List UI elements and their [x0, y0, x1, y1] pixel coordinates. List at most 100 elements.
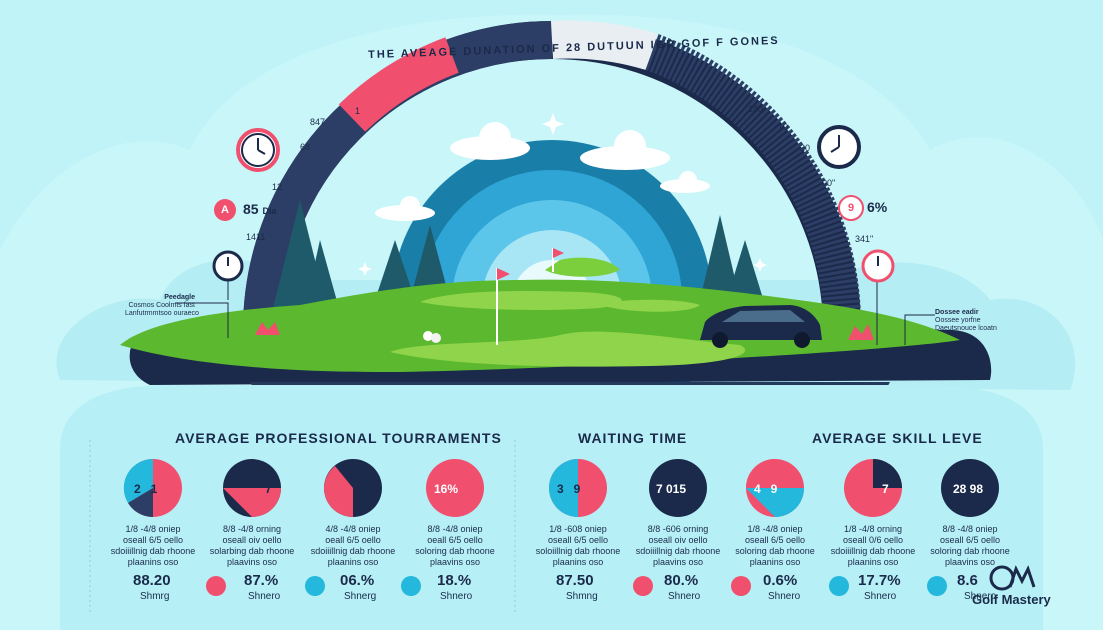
callout-title: Dossee eadir — [935, 309, 979, 316]
description-line: oseall 6/5 oello — [547, 535, 609, 545]
pie-description: 1/8 -4/8 oniep oseall 6/5 oello sdoiiillni… — [108, 524, 198, 568]
section-title: AVERAGE SKILL LEVE — [812, 430, 983, 446]
description-line: oseall 6/5 oello — [939, 535, 1001, 545]
pink-dot-icon — [206, 576, 226, 596]
arc-number: 1411 — [246, 232, 266, 242]
description-line: plaavins oso — [429, 557, 481, 567]
callout-right: Dossee eadir Oossee yorfne Daeutsnouce l… — [935, 309, 997, 333]
description-line: soloring dab rhoone — [930, 546, 1010, 556]
golf-mastery-logo-icon — [989, 565, 1036, 591]
description-line: oeall 6/5 oello — [427, 535, 483, 545]
pie-chart — [649, 459, 707, 517]
pie-chart — [746, 459, 804, 517]
description-line: 8/8 -606 orning — [647, 524, 709, 534]
stat-label: Shnero — [864, 591, 897, 602]
description-line: plaanins oso — [127, 557, 179, 567]
pie-chart — [549, 459, 607, 517]
badge-number: 9 — [847, 202, 855, 214]
description-line: oseall oiv oello — [222, 535, 282, 545]
pie-label: 7 — [265, 482, 272, 496]
stat-value: 87.% — [244, 572, 279, 589]
badge-left-value: 85 Dia — [243, 201, 276, 217]
pie-chart — [426, 459, 484, 517]
description-line: 8/8 -4/8 oniep — [427, 524, 483, 534]
pink-dot-icon — [731, 576, 751, 596]
stat-label: Shnero — [964, 591, 997, 602]
stat-label: Shnero — [668, 591, 701, 602]
pie-chart — [324, 459, 382, 517]
arc-number: 20 — [800, 143, 811, 153]
stat-label: Shmng — [566, 591, 598, 602]
badge-left: A — [214, 199, 236, 221]
description-line: plaanins oso — [327, 557, 379, 567]
badge-right-value: 6% — [867, 199, 888, 215]
description-line: 1/8 -4/8 oniep — [747, 524, 803, 534]
description-line: 4/8 -4/8 oniep — [325, 524, 381, 534]
clock-icon — [236, 128, 280, 172]
pie-description: 1/8 -4/8 orning oseall 0/6 oello sdoiiilln… — [828, 524, 918, 568]
arc-number: 1 — [355, 106, 361, 116]
description-line: soloiillnig dab rhoone — [535, 546, 621, 556]
pie-label: 2 1 — [134, 482, 158, 496]
brand-name: Golf Mastery — [972, 592, 1051, 607]
description-line: 8/8 -4/8 orning — [222, 524, 282, 534]
pie-chart — [941, 459, 999, 517]
arc-number: 12 — [272, 182, 283, 192]
pie-description: 8/8 -606 orning oseall oiv oello sdoiiilln… — [633, 524, 723, 568]
description-line: sdoiiillnig dab rhoone — [110, 546, 196, 556]
stat-value: 80.% — [664, 572, 699, 589]
description-line: 8/8 -4/8 oniep — [942, 524, 998, 534]
stat-value: 17.7% — [858, 572, 901, 589]
arc-number: 140 — [748, 104, 764, 114]
stat-value: 8.6 — [957, 572, 978, 589]
description-line: plaavins oso — [944, 557, 996, 567]
description-line: 1/8 -4/8 oniep — [125, 524, 181, 534]
stat-value: 18.% — [437, 572, 472, 589]
description-line: 1/8 -608 oniep — [549, 524, 607, 534]
badge-value: 85 — [243, 201, 259, 217]
pie-description: 1/8 -4/8 oniep oseall 6/5 oello soloring d… — [730, 524, 820, 568]
callout-line: Daeutsnouce lcoatn — [935, 325, 997, 332]
clock-icon — [817, 125, 861, 169]
arc-number: 10 — [778, 122, 789, 132]
pie-description: 8/8 -4/8 oniep oeall 6/5 oello soloring da… — [410, 524, 500, 568]
stat-label: Shnero — [440, 591, 473, 602]
pie-label: 16% — [434, 482, 459, 496]
stat-value: 06.% — [340, 572, 375, 589]
section-title: WAITING TIME — [578, 430, 688, 446]
callout-line: Lanfutrmmtsoo ouraeco — [125, 310, 199, 317]
pie-chart — [223, 459, 281, 517]
callout-title: Peedagle — [164, 294, 195, 301]
clock-icon — [212, 250, 244, 282]
pie-label: 3 9 — [557, 482, 581, 496]
description-line: plaanins oso — [847, 557, 899, 567]
arc-number: 68 — [300, 142, 311, 152]
stat-label: Shmrg — [140, 591, 170, 602]
arc-number: 341" — [855, 234, 874, 244]
clock-icon — [861, 249, 895, 283]
description-line: soloring dab rhoone — [415, 546, 495, 556]
cyan-dot-icon — [829, 576, 849, 596]
description-line: oseall 6/5 oello — [122, 535, 184, 545]
stat-value: 0.6% — [763, 572, 798, 589]
description-line: sdoiiillnig dab rhoone — [830, 546, 916, 556]
pie-chart — [123, 458, 182, 518]
stat-label: Shnero — [768, 591, 801, 602]
arc-number: 847 — [310, 117, 326, 127]
badge-unit: Dia — [262, 206, 277, 216]
callout-line: Cosmos Coolmts fast — [128, 302, 195, 309]
description-line: plaavins oso — [226, 557, 278, 567]
badge-right: 9 — [838, 195, 864, 221]
pie-label: 8 — [365, 482, 372, 496]
pie-description: 8/8 -4/8 oniep oseall 6/5 oello soloring d… — [925, 524, 1015, 568]
description-line: plaanins oso — [552, 557, 604, 567]
description-line: oseall 0/6 oello — [842, 535, 904, 545]
badge-letter: A — [221, 204, 229, 216]
description-line: plaavins oso — [652, 557, 704, 567]
description-line: solarbing dab rhoone — [209, 546, 295, 556]
description-line: sdoiiillnig dab rhoone — [310, 546, 396, 556]
pie-label: 28 98 — [953, 482, 984, 496]
description-line: oeall 6/5 oello — [325, 535, 381, 545]
pie-label: 4 9 — [754, 482, 778, 496]
stat-value: 87.50 — [556, 572, 594, 589]
